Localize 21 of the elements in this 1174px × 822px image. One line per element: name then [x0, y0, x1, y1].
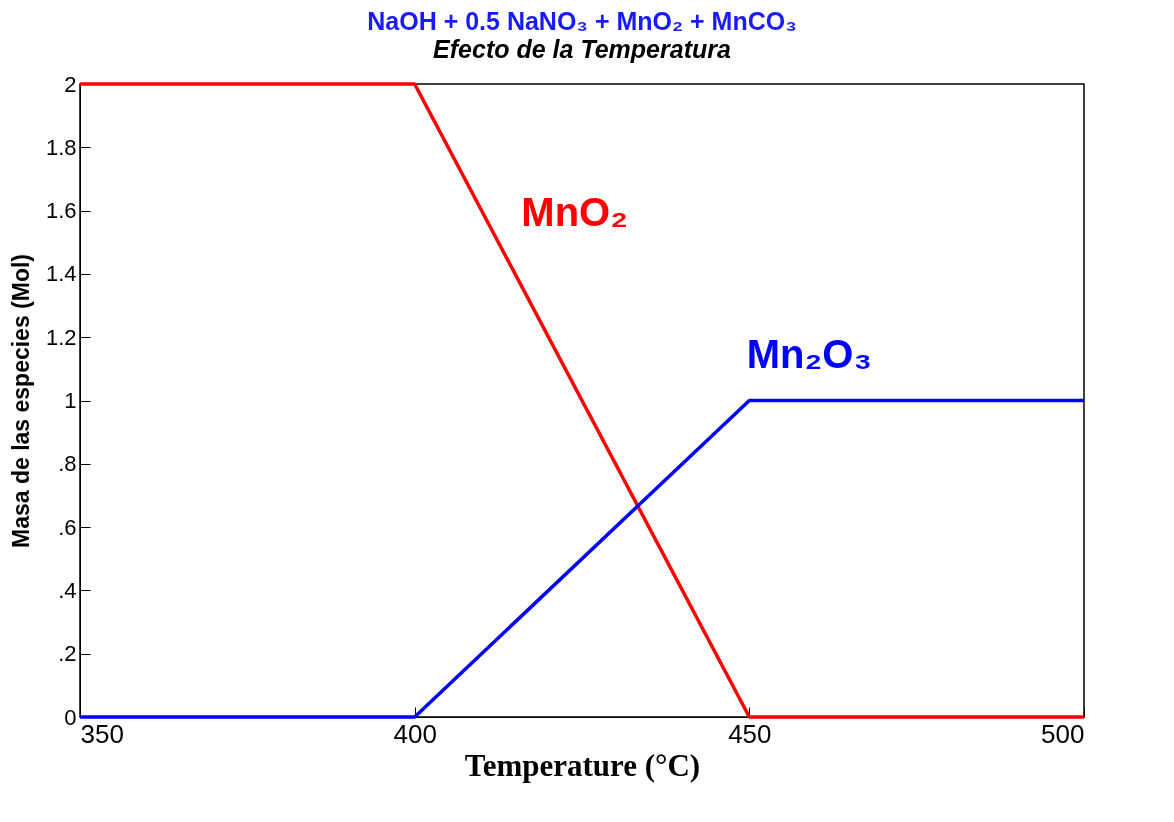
- y-tick-label: 1.8: [45, 134, 77, 160]
- x-tick-label: 350: [80, 718, 124, 749]
- chart-title: NaOH + 0.5 NaNO₃ + MnO₂ + MnCO₃: [367, 7, 797, 35]
- x-tick-label: 500: [1041, 718, 1085, 749]
- y-tick-label: 1: [64, 388, 77, 413]
- y-tick-label: 1.6: [45, 198, 77, 224]
- series-label: Mn₂O₃: [746, 331, 872, 376]
- y-tick-label: 0: [64, 704, 77, 730]
- y-tick-label: .4: [58, 577, 77, 603]
- y-tick-label: 1.2: [45, 324, 77, 350]
- x-tick-label: 400: [393, 718, 437, 749]
- x-axis-title: Temperature (°C): [464, 747, 701, 783]
- y-tick-label: 2: [64, 71, 77, 97]
- series-label: MnO₂: [521, 190, 628, 234]
- y-tick-label: .2: [58, 641, 77, 667]
- y-axis-title: Masa de las especies (Mol): [7, 253, 34, 549]
- y-tick-label: 1.4: [45, 261, 77, 287]
- x-tick-label: 450: [728, 718, 772, 749]
- chart-subtitle: Efecto de la Temperatura: [433, 35, 731, 63]
- y-tick-label: .6: [58, 514, 77, 540]
- y-tick-label: .8: [58, 451, 77, 477]
